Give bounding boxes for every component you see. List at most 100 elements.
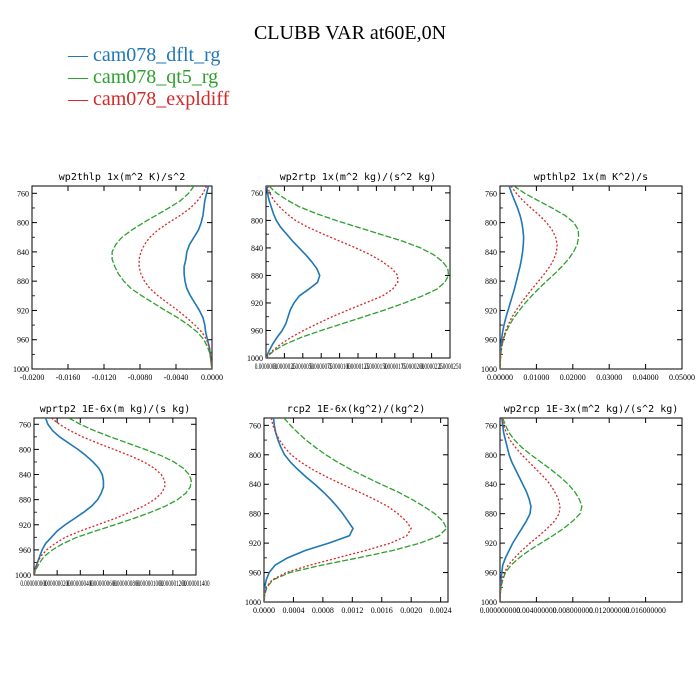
y-tick-label: 920 <box>19 521 31 530</box>
x-tick-label: 0.016000000 <box>625 606 665 615</box>
x-tick-label: 0.0008 <box>312 606 334 615</box>
x-tick-label: 0.0000025 <box>273 362 295 371</box>
x-tick-label: 0.0000050 <box>292 362 314 371</box>
panel-title: wp2rtp 1x(m^2 kg)/(s^2 kg) <box>280 172 437 183</box>
x-tick-label: 0.0000 <box>201 373 223 382</box>
panel-6: wp2rcp 1E-3x(m^2 kg)/(s^2 kg) 760 800 840 88… <box>480 404 683 615</box>
panel-1: wp2thlp 1x(m^2 K)/s^2 760 800 840 880 920 960 1… <box>13 172 223 382</box>
x-tick-label: 0.000001000 <box>136 579 163 588</box>
y-tick-label: 880 <box>17 277 29 286</box>
series-line-dflt <box>500 418 532 602</box>
panel-5: rcp2 1E-6x(kg^2)/(kg^2) 760 800 840 880 920 96… <box>245 404 452 615</box>
x-tick-label: 0.01000 <box>523 373 549 382</box>
x-tick-label: 0.0016 <box>371 606 393 615</box>
series-line-qt5 <box>500 186 580 369</box>
y-tick-label: 840 <box>19 471 31 480</box>
legend-label-qt5: cam078_qt5_rg <box>93 66 219 88</box>
x-tick-label: -0.0200 <box>20 373 45 382</box>
x-tick-label: 0.000001200 <box>159 579 186 588</box>
x-tick-label: 0.0000000 <box>255 362 277 371</box>
series-line-qt5 <box>264 418 448 602</box>
series-line-dflt <box>500 186 525 369</box>
series-line-expldiff <box>266 186 399 358</box>
y-tick-label: 920 <box>17 306 29 315</box>
y-tick-label: 760 <box>251 189 263 198</box>
y-tick-label: 960 <box>249 569 261 578</box>
x-tick-label: 0.0000250 <box>439 362 461 371</box>
x-tick-label: 0.0000125 <box>347 362 369 371</box>
x-tick-label: 0.0012 <box>341 606 363 615</box>
x-tick-label: 0.04000 <box>633 373 659 382</box>
x-tick-label: 0.02000 <box>560 373 586 382</box>
figure-title: CLUBB VAR at60E,0N <box>253 22 447 44</box>
y-tick-label: 800 <box>17 219 29 228</box>
x-tick-label: 0.012000000 <box>589 606 629 615</box>
y-tick-label: 1000 <box>245 598 261 607</box>
series-line-expldiff <box>264 418 412 602</box>
x-tick-label: 0.000000000 <box>480 606 520 615</box>
y-tick-label: 880 <box>19 496 31 505</box>
plot-frame <box>33 417 197 576</box>
panel-title: wprtp2 1E-6x(m kg)/(s kg) <box>40 404 191 415</box>
x-tick-label: 0.0000150 <box>365 362 387 371</box>
plot-frame <box>499 417 683 603</box>
plot-frame <box>31 185 213 370</box>
y-tick-label: 920 <box>485 539 497 548</box>
x-tick-label: 0.0000100 <box>328 362 350 371</box>
x-tick-label: 0.0000 <box>253 606 275 615</box>
x-tick-label: -0.0160 <box>56 373 81 382</box>
y-tick-label: 920 <box>251 299 263 308</box>
y-tick-label: 1000 <box>15 571 31 580</box>
x-tick-label: 0.000000200 <box>44 579 71 588</box>
x-tick-label: 0.05000 <box>669 373 695 382</box>
y-tick-label: 880 <box>485 510 497 519</box>
x-tick-label: 0.0020 <box>400 606 422 615</box>
x-tick-label: 0.000001400 <box>182 579 209 588</box>
panel-title: wp2thlp 1x(m^2 K)/s^2 <box>59 172 185 183</box>
y-tick-label: 880 <box>485 277 497 286</box>
series-line-qt5 <box>111 186 212 369</box>
legend-label-expldiff: cam078_expldiff <box>93 88 230 110</box>
legend-swatch-expldiff: — <box>68 88 93 110</box>
x-tick-label: 0.0000075 <box>310 362 332 371</box>
panel-2: wp2rtp 1x(m^2 kg)/(s^2 kg) 760 800 840 880 92… <box>247 172 461 371</box>
panel-title: wpthlp2 1x(m K^2)/s <box>534 172 648 183</box>
y-tick-label: 840 <box>485 248 497 257</box>
x-tick-label: 0.03000 <box>596 373 622 382</box>
x-tick-label: 0.000000600 <box>90 579 117 588</box>
y-tick-label: 1000 <box>481 365 497 374</box>
figure-legend: — cam078_dflt_rg — cam078_qt5_rg — cam07… <box>68 44 229 110</box>
x-tick-label: 0.0000200 <box>402 362 424 371</box>
y-tick-label: 800 <box>485 451 497 460</box>
panel-title: rcp2 1E-6x(kg^2)/(kg^2) <box>287 404 425 415</box>
legend-entry-dflt: — cam078_dflt_rg <box>68 44 229 66</box>
y-tick-label: 1000 <box>481 598 497 607</box>
x-tick-label: 0.0000225 <box>420 362 442 371</box>
x-tick-label: -0.0120 <box>92 373 117 382</box>
y-tick-label: 760 <box>485 189 497 198</box>
y-tick-label: 800 <box>19 445 31 454</box>
x-tick-label: 0.0024 <box>430 606 452 615</box>
x-tick-label: 0.008000000 <box>553 606 593 615</box>
y-tick-label: 840 <box>17 248 29 257</box>
x-tick-label: 0.000000400 <box>67 579 94 588</box>
legend-swatch-dflt: — <box>68 44 93 66</box>
y-tick-label: 800 <box>249 451 261 460</box>
y-tick-label: 800 <box>485 219 497 228</box>
series-line-qt5 <box>34 418 193 575</box>
y-tick-label: 920 <box>485 306 497 315</box>
x-tick-label: -0.0080 <box>128 373 153 382</box>
series-line-dflt <box>34 418 105 575</box>
series-line-dflt <box>183 186 212 369</box>
y-tick-label: 760 <box>19 420 31 429</box>
y-tick-label: 840 <box>485 480 497 489</box>
series-line-qt5 <box>500 418 583 602</box>
y-tick-label: 920 <box>249 539 261 548</box>
x-tick-label: 0.000000000 <box>20 579 47 588</box>
series-line-expldiff <box>500 186 558 369</box>
plot-frame <box>499 185 683 370</box>
x-tick-label: 0.0000175 <box>384 362 406 371</box>
y-tick-label: 760 <box>17 189 29 198</box>
legend-label-dflt: cam078_dflt_rg <box>93 44 221 66</box>
